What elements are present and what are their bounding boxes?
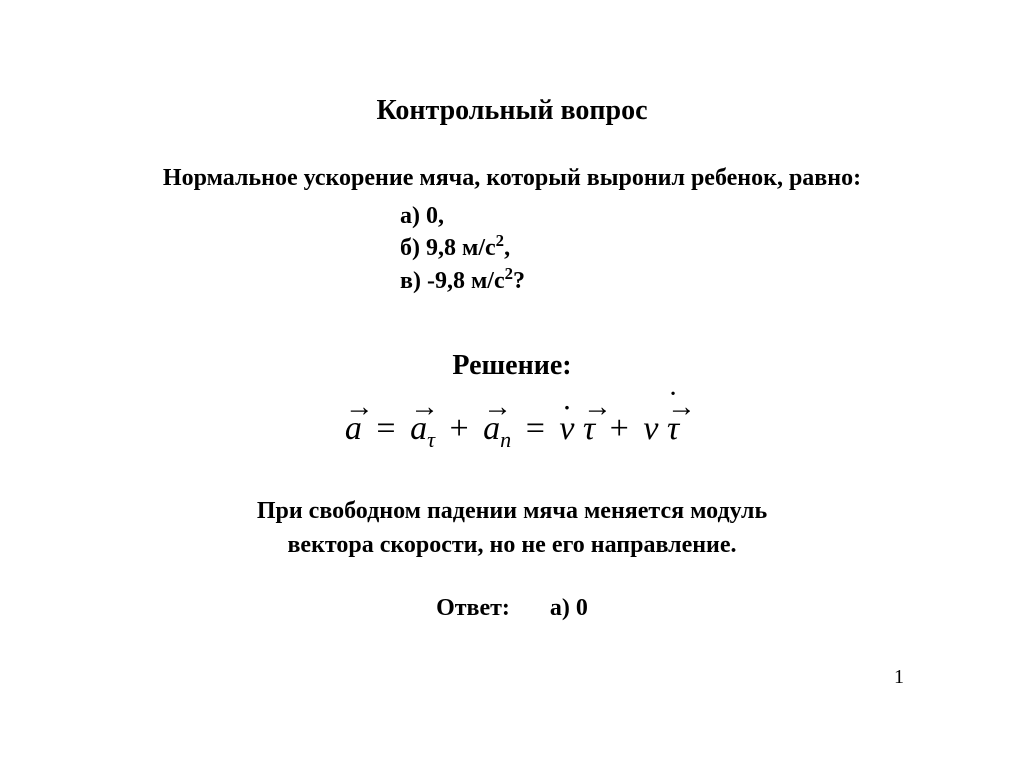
explanation-text: При свободном падении мяча меняется моду… — [0, 495, 1024, 562]
page-title: Контрольный вопрос — [0, 95, 1024, 127]
arrow-icon: → — [483, 393, 500, 422]
vector-a-n: → a — [483, 410, 500, 448]
solution-heading: Решение: — [0, 350, 1024, 382]
answer-options: а) 0, б) 9,8 м/с2, в) -9,8 м/с2? — [400, 200, 525, 297]
vector-tau: → τ — [583, 410, 595, 448]
page: Контрольный вопрос Нормальное ускорение … — [0, 0, 1024, 767]
option-b-suffix: , — [504, 235, 510, 261]
option-b-exponent: 2 — [496, 231, 504, 250]
arrow-icon: → — [345, 393, 362, 422]
arrow-icon: → — [667, 393, 679, 422]
dot-icon: · — [559, 393, 574, 424]
arrow-icon: → — [583, 393, 595, 422]
question-text: Нормальное ускорение мяча, который вырон… — [0, 165, 1024, 192]
equals-sign: = — [520, 410, 551, 447]
explanation-line-2: вектора скорости, но не его направление. — [0, 529, 1024, 563]
vector-a-tau: → a — [410, 410, 427, 448]
vector-a: → a — [345, 410, 362, 448]
answer-line: Ответ: а) 0 — [0, 595, 1024, 622]
answer-value: а) 0 — [550, 595, 588, 621]
option-b: б) 9,8 м/с2, — [400, 232, 525, 264]
subscript-n: n — [500, 427, 511, 452]
answer-label: Ответ: — [436, 595, 510, 621]
option-c-prefix: в) -9,8 м/с — [400, 268, 505, 294]
option-c-exponent: 2 — [505, 264, 513, 283]
arrow-icon: → — [410, 393, 427, 422]
plus-sign: + — [443, 410, 474, 447]
v-dot: · v — [559, 410, 574, 448]
option-b-prefix: б) 9,8 м/с — [400, 235, 496, 261]
equals-sign: = — [370, 410, 401, 447]
option-c: в) -9,8 м/с2? — [400, 265, 525, 297]
option-c-suffix: ? — [513, 268, 525, 294]
subscript-tau: τ — [427, 427, 435, 452]
page-number: 1 — [894, 666, 904, 689]
vector-tau-dot: · → τ — [667, 410, 679, 448]
explanation-line-1: При свободном падении мяча меняется моду… — [0, 495, 1024, 529]
equation: → a = → a τ + → a n = · v → τ + v · → τ — [0, 410, 1024, 448]
symbol-v: v — [643, 410, 658, 447]
option-a: а) 0, — [400, 200, 525, 232]
